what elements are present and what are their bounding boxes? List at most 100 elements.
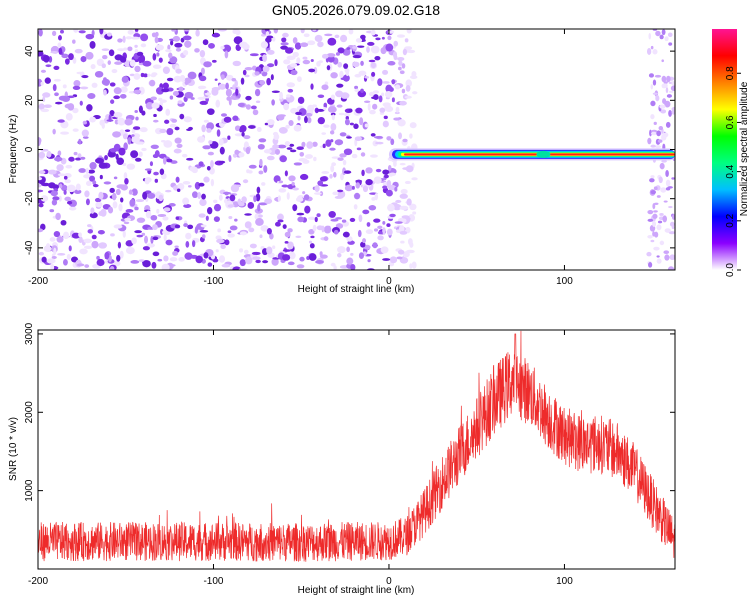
noise-blob — [328, 210, 336, 218]
spectrogram-x-ticks: -200 -100 0 100 — [28, 29, 573, 287]
noise-blob — [280, 42, 289, 46]
noise-blob — [175, 68, 182, 74]
noise-blob — [74, 189, 82, 195]
noise-blob — [185, 240, 190, 248]
noise-blob — [177, 182, 185, 191]
noise-blob — [335, 217, 343, 220]
noise-blob — [49, 209, 55, 213]
noise-blob — [55, 101, 63, 105]
noise-blob — [125, 209, 134, 213]
noise-blob — [264, 198, 273, 204]
noise-blob — [411, 261, 417, 269]
noise-blob — [183, 29, 190, 32]
noise-blob — [272, 245, 276, 250]
noise-blob — [160, 140, 166, 143]
noise-blob — [653, 186, 658, 191]
colorbar: 0.0 0.2 0.4 0.6 0.8 Normalized spectral ampl… — [712, 29, 750, 277]
noise-blob — [396, 34, 406, 38]
noise-blob — [144, 177, 152, 183]
noise-blob — [293, 162, 303, 166]
noise-blob — [131, 188, 138, 196]
noise-blob — [665, 169, 669, 177]
noise-blob — [314, 185, 320, 193]
noise-blob — [654, 231, 659, 238]
noise-blob — [284, 140, 291, 147]
noise-blob — [361, 169, 365, 177]
noise-blob — [175, 216, 180, 220]
noise-blob — [287, 241, 294, 250]
noise-blob — [402, 138, 408, 143]
noise-blob — [313, 67, 318, 74]
noise-blob — [243, 135, 251, 140]
noise-blob — [308, 229, 315, 235]
noise-blob — [381, 36, 385, 40]
noise-blob — [213, 203, 222, 212]
noise-blob — [354, 85, 359, 90]
noise-blob — [208, 140, 213, 145]
noise-blob — [649, 178, 655, 183]
noise-blob — [40, 69, 47, 73]
noise-blob — [257, 204, 261, 212]
noise-blob — [345, 69, 350, 77]
spectrogram-y-ticks: -40 -20 0 20 40 — [24, 45, 675, 255]
noise-blob — [287, 261, 295, 266]
noise-blob — [177, 100, 183, 105]
noise-blob — [87, 93, 96, 99]
noise-blob — [334, 139, 344, 146]
noise-blob — [351, 185, 355, 190]
noise-blob — [101, 78, 111, 86]
noise-blob — [324, 33, 333, 37]
noise-blob — [385, 43, 394, 52]
noise-blob — [296, 212, 305, 216]
noise-blob — [216, 129, 221, 137]
noise-blob — [38, 203, 44, 208]
noise-blob — [274, 148, 281, 155]
noise-blob — [373, 228, 379, 232]
noise-blob — [388, 172, 396, 176]
noise-blob — [344, 112, 351, 117]
noise-blob — [112, 201, 118, 209]
noise-blob — [229, 225, 238, 231]
noise-blob — [60, 120, 69, 129]
noise-blob — [329, 147, 336, 151]
noise-blob — [319, 176, 328, 182]
noise-blob — [650, 84, 654, 90]
noise-blob — [303, 194, 310, 201]
noise-blob — [399, 205, 409, 211]
noise-blob — [38, 170, 46, 175]
noise-blob — [375, 168, 382, 173]
noise-blob — [176, 188, 181, 193]
noise-blob — [648, 33, 652, 40]
noise-blob — [200, 67, 205, 75]
noise-blob — [227, 204, 235, 208]
noise-blob — [124, 129, 131, 132]
noise-blob — [194, 226, 198, 234]
noise-blob — [166, 127, 174, 136]
noise-blob — [136, 217, 146, 223]
noise-blob — [377, 231, 383, 235]
noise-blob — [258, 214, 263, 218]
noise-blob — [310, 83, 314, 90]
noise-blob — [337, 61, 343, 68]
noise-blob — [308, 240, 313, 244]
noise-blob — [43, 54, 50, 63]
x-tick-label: 0 — [386, 276, 392, 287]
noise-blob — [231, 78, 237, 82]
noise-blob — [215, 249, 219, 253]
noise-blob — [327, 106, 337, 113]
noise-blob — [138, 151, 143, 157]
noise-blob — [98, 162, 108, 169]
noise-blob — [188, 126, 193, 131]
noise-blob — [272, 144, 279, 150]
noise-blob — [203, 176, 210, 183]
noise-blob — [355, 107, 363, 114]
noise-blob — [325, 139, 332, 147]
noise-blob — [150, 73, 157, 78]
noise-blob — [129, 59, 136, 67]
noise-blob — [285, 124, 290, 129]
y-tick-label: 3000 — [24, 322, 35, 345]
noise-blob — [66, 254, 71, 260]
y-tick-label: 20 — [24, 94, 35, 106]
noise-blob — [154, 36, 159, 44]
noise-blob — [60, 131, 69, 135]
